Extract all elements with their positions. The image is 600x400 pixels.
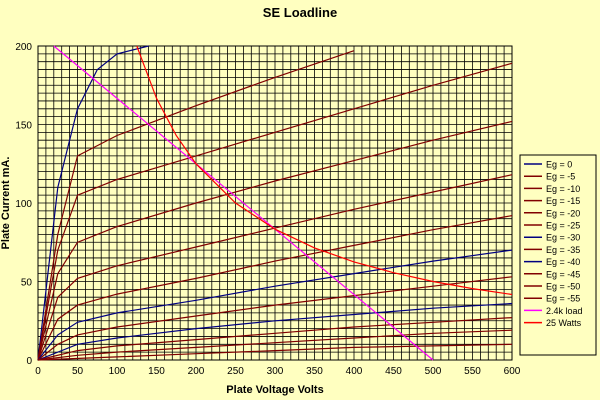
x-tick-label: 450 — [385, 366, 402, 377]
y-tick-label: 50 — [21, 278, 33, 289]
y-tick-label: 200 — [15, 42, 32, 53]
series-group — [37, 45, 513, 361]
x-tick-label: 50 — [72, 366, 84, 377]
legend-label: Eg = -50 — [546, 282, 580, 292]
series-line-9 — [37, 317, 513, 361]
x-tick-label: 200 — [188, 366, 205, 377]
series-line-11 — [37, 343, 513, 361]
legend-label: Eg = -15 — [546, 196, 580, 206]
x-tick-label: 300 — [267, 366, 284, 377]
legend-label: 25 Watts — [546, 318, 582, 328]
legend-label: 2.4k load — [546, 306, 583, 316]
series-line-2 — [37, 62, 513, 361]
series-line-12 — [53, 45, 434, 361]
x-tick-label: 500 — [425, 366, 442, 377]
x-tick-label: 350 — [306, 366, 323, 377]
x-tick-label: 100 — [109, 366, 126, 377]
series-line-8 — [37, 302, 513, 361]
legend-label: Eg = -30 — [546, 233, 580, 243]
legend-label: Eg = -25 — [546, 221, 580, 231]
y-tick-label: 0 — [26, 356, 32, 367]
y-axis-label: Plate Current mA. — [0, 157, 12, 250]
legend-label: Eg = -20 — [546, 208, 580, 218]
series-line-13 — [136, 45, 513, 296]
x-tick-label: 600 — [504, 366, 521, 377]
legend: Eg = 0 Eg = -5 Eg = -10 Eg = -15 Eg = -20 Eg … — [519, 154, 597, 356]
legend-label: Eg = -45 — [546, 269, 580, 279]
series-line-0 — [37, 45, 149, 361]
series-line-5 — [37, 215, 513, 361]
legend-label: Eg = -55 — [546, 294, 580, 304]
x-tick-label: 550 — [464, 366, 481, 377]
series-line-4 — [37, 174, 513, 361]
x-axis-label: Plate Voltage Volts — [226, 384, 323, 396]
series-line-1 — [37, 50, 355, 361]
tick-labels: 0 50 100 150 200 250 300 350 400 450 500 550 600 0 50 1… — [15, 42, 520, 377]
legend-label: Eg = -10 — [546, 184, 580, 194]
grid — [37, 45, 513, 361]
x-tick-label: 400 — [346, 366, 363, 377]
x-tick-label: 250 — [227, 366, 244, 377]
x-tick-label: 0 — [35, 366, 41, 377]
legend-label: Eg = -5 — [546, 172, 575, 182]
y-tick-label: 100 — [15, 199, 32, 210]
series-line-10 — [37, 329, 513, 361]
legend-label: Eg = -35 — [546, 245, 580, 255]
legend-label: Eg = 0 — [546, 160, 572, 170]
y-tick-label: 150 — [15, 121, 32, 132]
series-line-6 — [37, 249, 513, 361]
series-line-3 — [37, 120, 513, 361]
x-tick-label: 150 — [148, 366, 165, 377]
legend-label: Eg = -40 — [546, 257, 580, 267]
series-line-7 — [37, 276, 513, 361]
chart-title: SE Loadline — [263, 5, 337, 20]
